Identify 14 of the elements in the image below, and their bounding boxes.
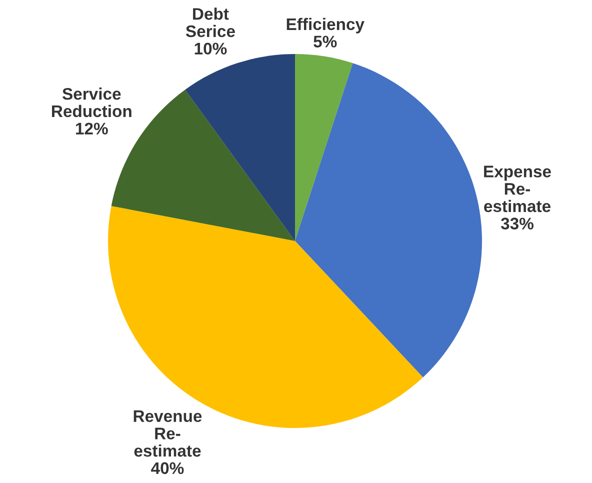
data-label: 5%	[314, 36, 337, 48]
slice-label: Revenue Re- estimate	[134, 410, 202, 457]
pie-slice	[185, 54, 295, 241]
slice-label: Debt Serice	[186, 8, 235, 38]
slice-label: Expense Re- estimate	[484, 166, 551, 212]
data-label: 10%	[194, 42, 227, 55]
data-label: 12%	[76, 122, 108, 134]
data-label: 33%	[500, 218, 534, 230]
pie-slice	[108, 206, 424, 428]
data-label: 40%	[151, 462, 184, 474]
slice-label: Service Reduction	[52, 88, 132, 118]
slice-label: Efficiency	[286, 18, 364, 34]
pie-slice	[295, 54, 353, 241]
pie-slice	[295, 63, 482, 378]
